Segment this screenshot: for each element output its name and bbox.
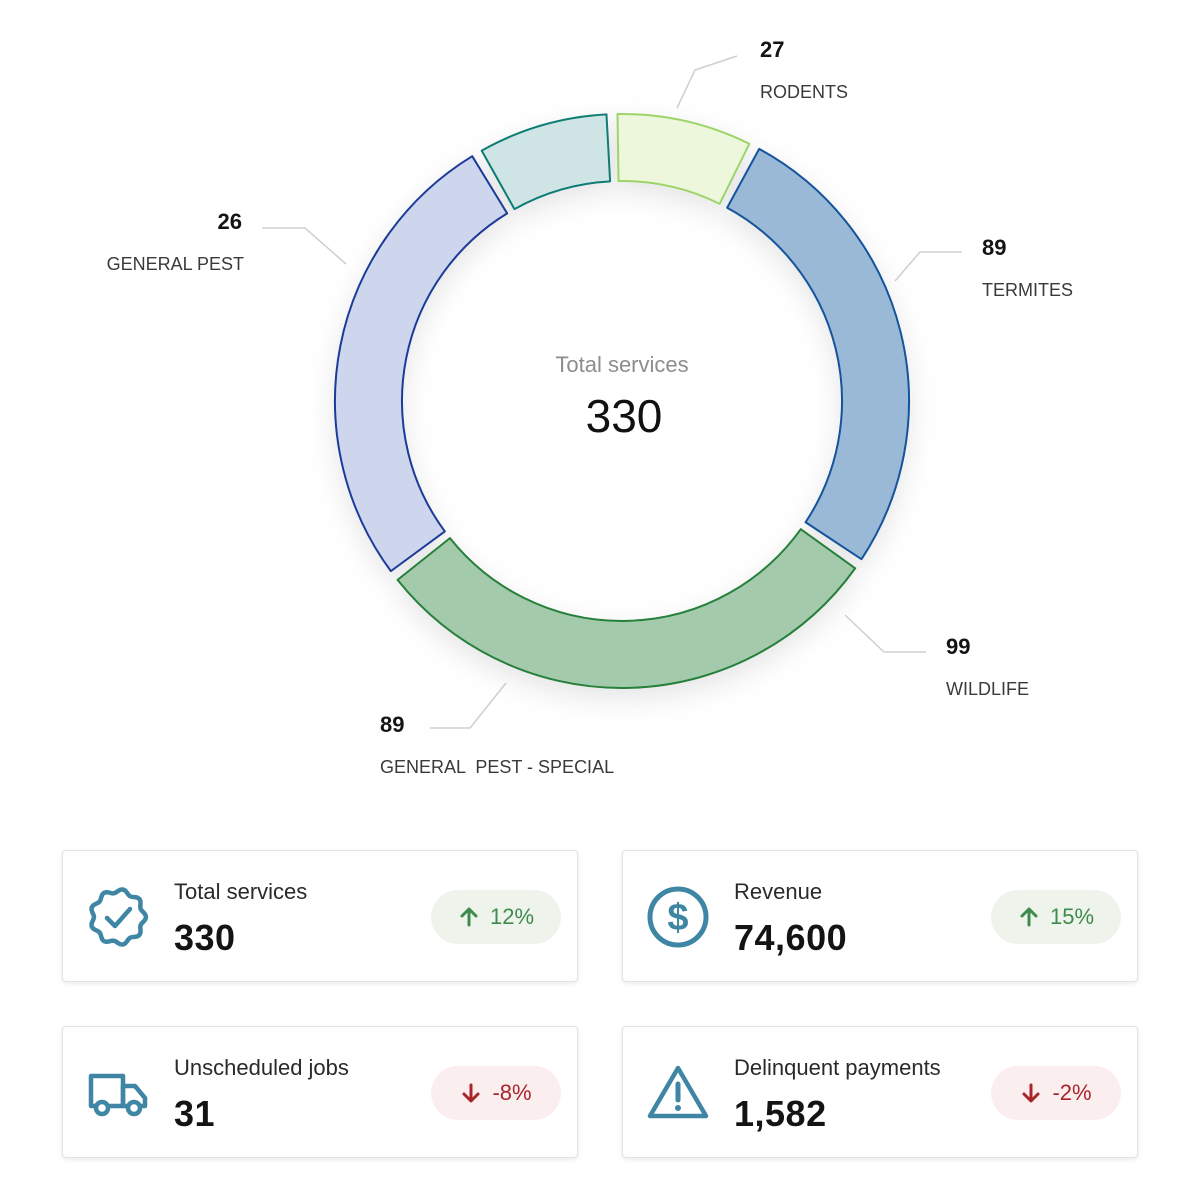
slice-category-label: TERMITES [982, 280, 1073, 300]
donut-slice-rodents [616, 113, 751, 205]
card-label: Revenue [734, 879, 823, 904]
change-value: -2% [1052, 1080, 1092, 1105]
slice-category-label: WILDLIFE [946, 679, 1029, 699]
card-value: 74,600 [734, 917, 848, 958]
stat-card-delinquent-payments: Delinquent payments 1,582 -2% [622, 1026, 1138, 1158]
arrow-up-icon [1020, 907, 1038, 927]
center-value: 330 [586, 390, 663, 442]
dollar-circle-icon: $ [647, 886, 709, 948]
card-value: 330 [174, 917, 236, 958]
donut-slice-general-pest [480, 113, 612, 211]
slice-value-label: 99 [946, 634, 970, 659]
donut-slice-wildlife [396, 528, 857, 689]
change-value: 12% [489, 904, 535, 929]
slice-category-label: GENERAL PEST [107, 254, 244, 274]
card-value: 1,582 [734, 1093, 827, 1134]
stat-card-revenue: $ Revenue 74,600 15% [622, 850, 1138, 982]
warning-triangle-icon [647, 1065, 709, 1119]
slice-value-label: 26 [218, 209, 242, 234]
slice-value-label: 27 [760, 37, 784, 62]
slice-value-label: 89 [982, 235, 1006, 260]
leader-line [262, 227, 347, 265]
badge-check-icon [89, 887, 149, 947]
leader-line [844, 614, 926, 653]
card-label: Delinquent payments [734, 1055, 941, 1080]
center-label: Total services [555, 352, 688, 377]
card-value: 31 [174, 1093, 216, 1134]
arrow-up-icon [460, 907, 478, 927]
stat-card-unscheduled-jobs: Unscheduled jobs 31 -8% [62, 1026, 578, 1158]
truck-icon [88, 1073, 148, 1117]
donut-slice-termites [726, 147, 910, 561]
change-badge: -2% [991, 1066, 1121, 1120]
card-label: Total services [174, 879, 308, 904]
card-label: Unscheduled jobs [174, 1055, 349, 1080]
donut-slice-general-pest-special [333, 155, 509, 573]
change-badge: 15% [991, 890, 1121, 944]
leader-line [894, 251, 962, 282]
change-value: 15% [1049, 904, 1095, 929]
svg-text:$: $ [667, 897, 688, 939]
donut-chart: 27 RODENTS 89 TERMITES 99 WILDLIFE 89 GENERAL P… [107, 37, 1073, 777]
leader-line [430, 682, 507, 729]
leader-line [676, 55, 738, 109]
arrow-down-icon [1022, 1083, 1040, 1103]
change-value: -8% [492, 1080, 532, 1105]
stat-card-total-services: Total services 330 12% [62, 850, 578, 982]
change-badge: 12% [431, 890, 561, 944]
slice-category-label: GENERAL PEST - SPECIAL [380, 757, 614, 777]
slice-value-label: 89 [380, 712, 404, 737]
slice-category-label: RODENTS [760, 82, 848, 102]
arrow-down-icon [462, 1083, 480, 1103]
change-badge: -8% [431, 1066, 561, 1120]
